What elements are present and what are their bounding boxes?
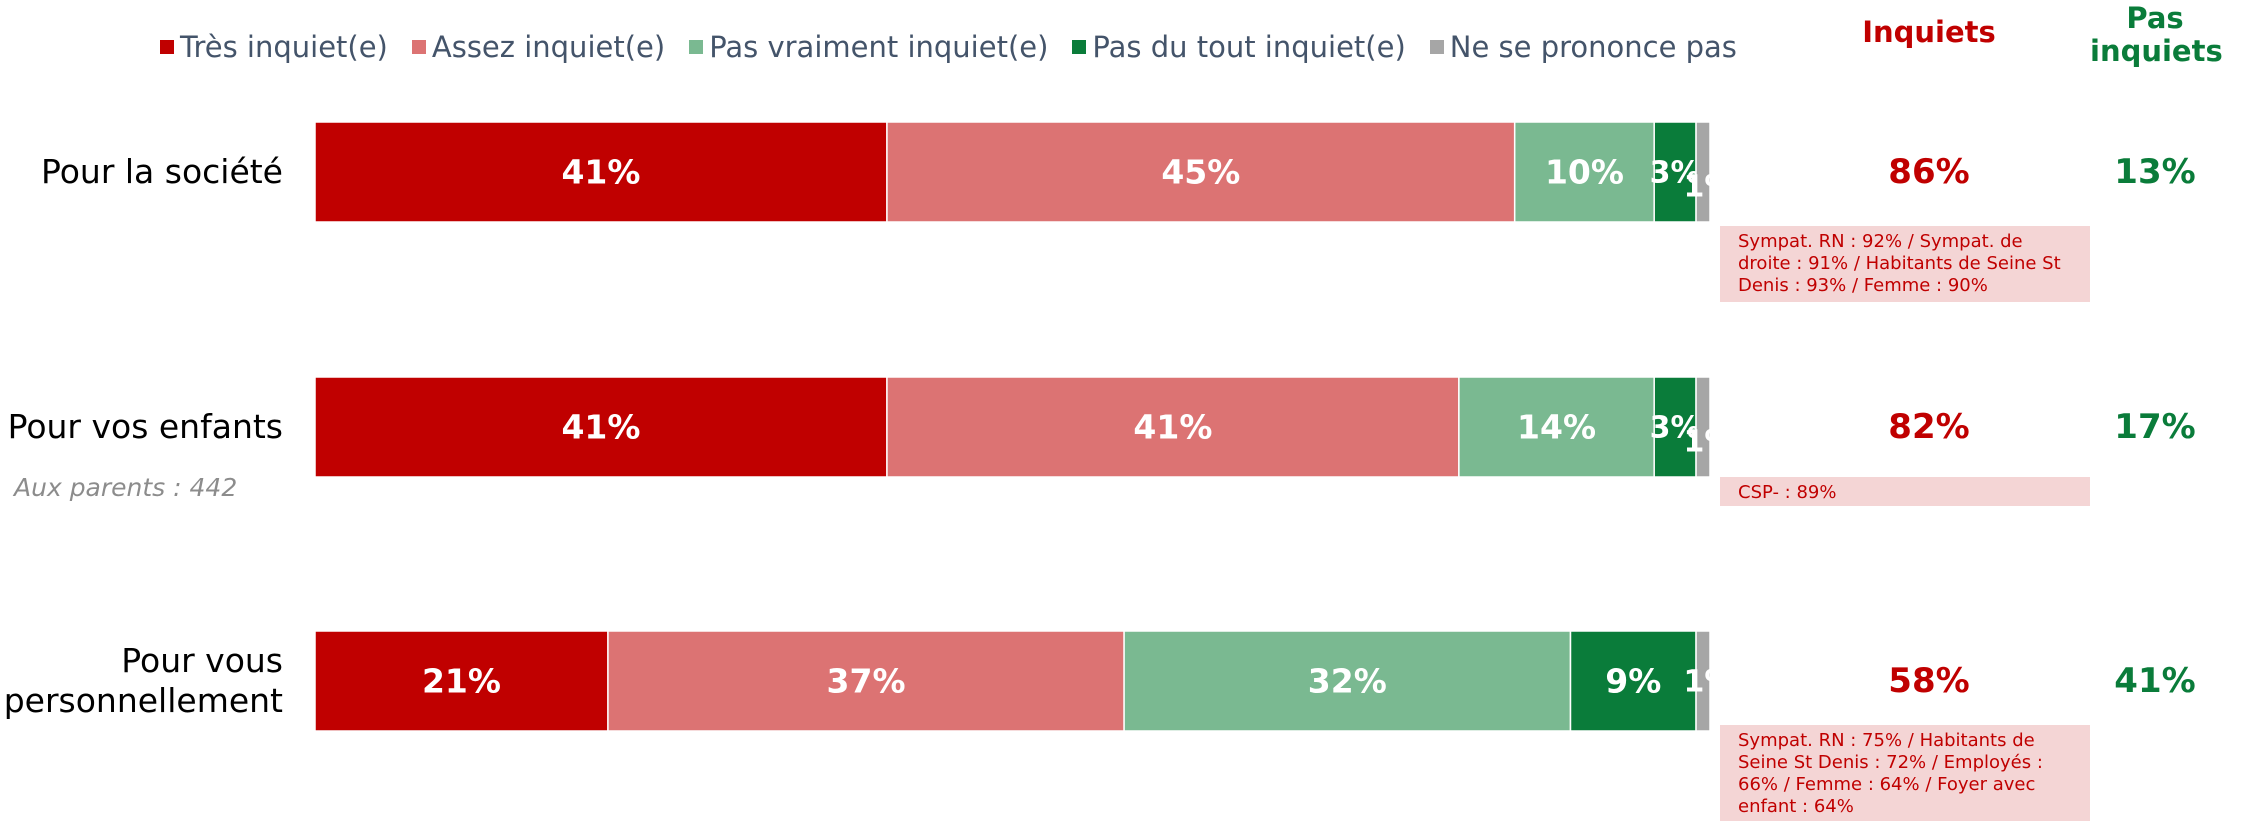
bar-value-label: 41%: [561, 408, 640, 447]
bar-segment: [314, 121, 888, 223]
legend: Très inquiet(e) Assez inquiet(e) Pas vraim…: [160, 30, 1737, 64]
legend-label: Très inquiet(e): [180, 30, 388, 64]
highlight-box: Sympat. RN : 92% / Sympat. de droite : 9…: [1720, 226, 2090, 302]
bar-segment: [886, 376, 1460, 478]
legend-label: Assez inquiet(e): [431, 30, 666, 64]
bar-value-label: 1%: [1684, 425, 1735, 460]
bar-value-label: 45%: [1161, 153, 1240, 192]
bar-segment: [1513, 121, 1655, 223]
legend-item: Très inquiet(e): [160, 30, 388, 64]
summary-value: 17%: [2114, 407, 2196, 447]
bar-value-label: 37%: [827, 662, 906, 701]
bar-value-label: 9%: [1605, 662, 1661, 701]
legend-item: Pas du tout inquiet(e): [1072, 30, 1406, 64]
summary-value: 41%: [2114, 661, 2196, 701]
legend-label: Pas du tout inquiet(e): [1092, 30, 1406, 64]
legend-item: Assez inquiet(e): [411, 30, 666, 64]
bar-segment: [1695, 630, 1711, 732]
category-label: Pour vous personnellement: [3, 641, 283, 720]
bar-segment: [1695, 121, 1711, 223]
legend-label: Ne se prononce pas: [1449, 30, 1737, 64]
bar-value-label: 21%: [422, 662, 501, 701]
summary-value: 82%: [1888, 407, 1970, 447]
bar-segment: [1653, 121, 1697, 223]
legend-swatch: [1072, 40, 1087, 54]
bar-value-label: 41%: [561, 153, 640, 192]
column-header: Pas inquiets: [2090, 1, 2223, 68]
highlight-box: Sympat. RN : 75% / Habitants de Seine St…: [1720, 725, 2090, 821]
bar-value-label: 32%: [1308, 662, 1387, 701]
highlight-box: CSP- : 89%: [1720, 477, 2090, 506]
bar-value-label: 1%: [1684, 665, 1735, 700]
legend-item: Ne se prononce pas: [1429, 30, 1737, 64]
bar-segment: [1695, 376, 1711, 478]
bar-value-label: 1%: [1684, 170, 1735, 205]
category-label: Pour vos enfants: [7, 407, 283, 446]
bar-segment: [314, 630, 609, 732]
summary-value: 13%: [2114, 152, 2196, 192]
bar-value-label: 14%: [1517, 408, 1596, 447]
column-header: Inquiets: [1862, 15, 1996, 49]
bar-segment: [314, 376, 888, 478]
summary-value: 58%: [1888, 661, 1970, 701]
legend-label: Pas vraiment inquiet(e): [709, 30, 1049, 64]
summary-value: 86%: [1888, 152, 1970, 192]
legend-swatch: [411, 40, 426, 54]
legend-swatch: [160, 40, 174, 54]
bar-segment: [886, 121, 1516, 223]
bar-value-label: 10%: [1545, 153, 1624, 192]
legend-swatch: [1429, 40, 1444, 54]
row-note: Aux parents : 442: [14, 473, 238, 502]
legend-swatch: [689, 40, 704, 54]
bar-value-label: 3%: [1650, 411, 1701, 446]
bar-value-label: 3%: [1650, 156, 1701, 191]
bar-value-label: 41%: [1133, 408, 1212, 447]
legend-item: Pas vraiment inquiet(e): [689, 30, 1048, 64]
category-label: Pour la société: [40, 152, 283, 191]
bar-segment: [1123, 630, 1572, 732]
bar-segment: [607, 630, 1125, 732]
